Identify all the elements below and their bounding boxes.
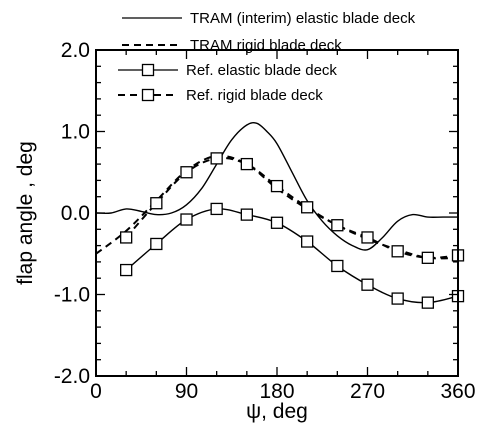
data-point-ref-rigid-blade-deck <box>361 231 374 244</box>
legend-marker-ref-elastic-blade-deck <box>141 63 155 77</box>
data-point-ref-rigid-blade-deck <box>240 157 253 171</box>
y-axis-label: flap angle , deg <box>14 141 37 285</box>
legend-label-tram-interim-elastic-blade-deck: TRAM (interim) elastic blade deck <box>190 10 416 27</box>
series-line-ref-elastic-blade-deck <box>125 208 459 304</box>
y-tick-label: -1.0 <box>54 284 90 307</box>
x-tick-label: 180 <box>259 380 294 403</box>
data-point-ref-rigid-blade-deck <box>331 219 344 232</box>
x-tick-label: 270 <box>350 380 385 403</box>
data-point-ref-rigid-blade-deck <box>391 245 404 258</box>
data-point-ref-elastic-blade-deck <box>331 259 344 273</box>
data-point-ref-rigid-blade-deck <box>301 201 314 214</box>
x-tick-label: 90 <box>175 380 198 403</box>
data-point-ref-rigid-blade-deck <box>120 231 133 244</box>
data-point-ref-elastic-blade-deck <box>240 208 253 221</box>
y-tick-label: -2.0 <box>54 365 90 388</box>
data-point-ref-elastic-blade-deck <box>270 216 284 229</box>
x-tick-label: 360 <box>440 380 475 403</box>
plot-area <box>95 121 465 309</box>
data-point-ref-elastic-blade-deck <box>361 278 374 291</box>
tick-labels: 2.0 1.0 0.0 -1.0 -2.00 90 180 270 360 <box>54 39 476 403</box>
data-point-ref-elastic-blade-deck <box>180 213 193 226</box>
axis-ticks <box>95 49 459 377</box>
legend: TRAM (interim) elastic blade deck TRAM ri… <box>118 10 416 104</box>
y-tick-label: 0.0 <box>61 202 90 225</box>
data-point-ref-rigid-blade-deck <box>210 152 223 165</box>
data-point-ref-rigid-blade-deck <box>421 251 434 264</box>
legend-label-ref-rigid-blade-deck: Ref. rigid blade deck <box>186 87 323 104</box>
legend-label-tram-rigid-blade-deck: TRAM rigid blade deck <box>190 37 342 54</box>
y-tick-label: 1.0 <box>61 121 90 144</box>
data-point-ref-elastic-blade-deck <box>391 292 404 305</box>
y-tick-label: 2.0 <box>61 39 90 62</box>
x-axis-label: ψ, deg <box>246 400 308 423</box>
x-tick-label: 0 <box>90 380 102 403</box>
data-point-ref-elastic-blade-deck <box>210 202 223 216</box>
legend-label-ref-elastic-blade-deck: Ref. elastic blade deck <box>186 62 337 79</box>
data-point-ref-elastic-blade-deck <box>421 296 434 309</box>
series-line-tram-interim-elastic-blade-deck <box>95 121 458 251</box>
legend-marker-ref-rigid-blade-deck <box>141 88 155 102</box>
data-point-ref-rigid-blade-deck <box>180 166 193 179</box>
data-point-ref-elastic-blade-deck <box>301 235 314 248</box>
data-point-ref-rigid-blade-deck <box>270 179 284 193</box>
data-point-ref-rigid-blade-deck <box>150 197 163 210</box>
data-point-ref-elastic-blade-deck <box>150 237 163 251</box>
data-point-ref-elastic-blade-deck <box>120 263 133 277</box>
